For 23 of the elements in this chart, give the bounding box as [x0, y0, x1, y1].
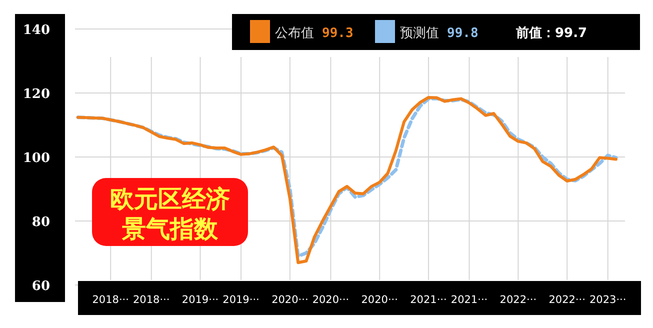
legend-label: 预测值 — [400, 26, 439, 41]
x-tick-label: 2020··· — [272, 294, 308, 306]
y-tick-label: 100 — [22, 151, 50, 166]
x-tick-label: 2021··· — [410, 294, 447, 306]
annotation: 99.3 — [322, 26, 354, 41]
legend-label: 公布值 — [275, 26, 314, 41]
x-tick-label: 2020··· — [361, 294, 398, 306]
y-tick-label: 60 — [32, 279, 50, 294]
x-tick-label: 2018··· — [132, 294, 170, 306]
annotation: 99.8 — [447, 26, 478, 41]
y-tick-label: 140 — [22, 23, 50, 38]
annotation: 前值：99.7 — [515, 26, 588, 41]
y-tick-label: 80 — [32, 215, 50, 230]
x-tick-label: 2018··· — [92, 294, 129, 306]
x-tick-label: 2023··· — [589, 294, 626, 306]
y-tick-label: 120 — [22, 87, 50, 102]
x-tick-label: 2021··· — [450, 294, 488, 306]
x-tick-label: 2020··· — [312, 294, 350, 306]
x-tick-label: 2019··· — [222, 294, 260, 306]
x-tick-label: 2019··· — [182, 294, 219, 306]
title: 欧元区经济景气指数 — [92, 178, 248, 246]
x-tick-label: 2022··· — [500, 294, 537, 306]
x-tick-label: 2022··· — [548, 294, 586, 306]
